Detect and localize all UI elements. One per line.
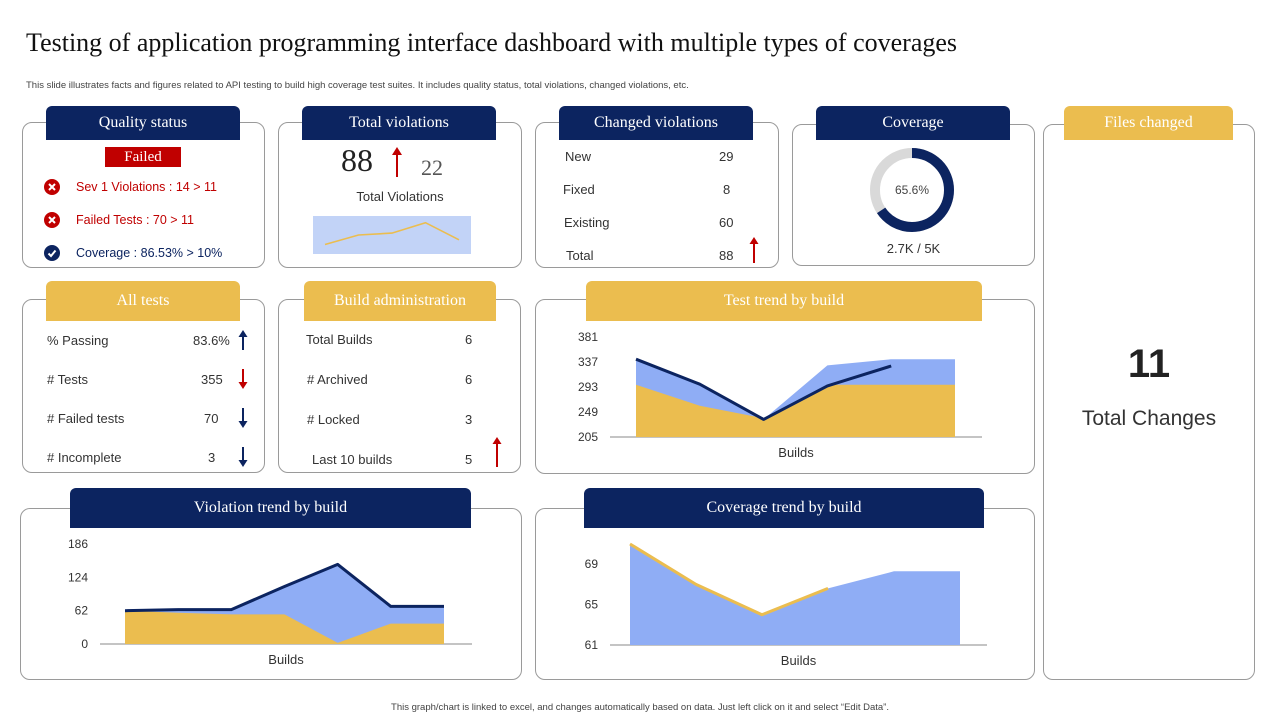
footer-note: This graph/chart is linked to excel, and… [391,702,889,713]
archived-label: # Archived [307,372,368,387]
quality-status-title: Quality status [46,106,240,140]
changed-new-value: 29 [719,149,734,164]
incomplete-label: # Incomplete [47,450,122,465]
coverage-sub: 2.7K / 5K [886,241,941,256]
arrow-down-icon [238,408,248,428]
y-tick-label: 249 [578,405,598,419]
coverage-trend-chart: 61 65 69 Builds [585,542,987,668]
changed-total-label: Total [566,248,594,263]
files-changed-value: 11 [1127,342,1171,386]
area-series [630,544,960,645]
arrow-up-icon [392,147,402,177]
y-tick-label: 65 [585,598,599,612]
sev1-violations-text: Sev 1 Violations : 14 > 11 [76,180,217,194]
test-trend-title: Test trend by build [586,281,982,321]
changed-fixed-value: 8 [723,182,731,197]
coverage-title: Coverage [816,106,1010,140]
y-tick-label: 0 [81,637,88,651]
passing-value: 83.6% [193,333,230,348]
all-tests-card [22,299,265,473]
changed-existing-label: Existing [564,215,610,230]
x-circle-icon [44,212,60,228]
violation-trend-chart: 0 62 124 186 Builds [68,537,472,667]
area-series [125,610,444,644]
last-builds-value: 5 [465,452,473,467]
x-axis-label: Builds [268,652,304,667]
total-violations-label: Total Violations [356,189,444,204]
coverage-percent: 65.6% [894,183,930,197]
x-circle-icon [44,179,60,195]
arrow-up-icon [492,437,502,467]
tests-label: # Tests [47,372,88,387]
failed-tests-label: # Failed tests [47,411,125,426]
archived-value: 6 [465,372,473,387]
files-changed-title: Files changed [1064,106,1233,140]
failed-tests-text: Failed Tests : 70 > 11 [76,213,195,227]
test-trend-chart: 205 249 293 337 381 Builds [578,330,982,460]
changed-new-label: New [565,149,592,164]
all-tests-title: All tests [46,281,240,321]
passing-label: % Passing [47,333,109,348]
page-subtitle: This slide illustrates facts and figures… [26,80,689,91]
files-changed-label: Total Changes [1081,407,1217,430]
area-series [636,384,955,437]
failed-tests-value: 70 [204,411,219,426]
changed-total-value: 88 [719,248,734,263]
x-axis-label: Builds [781,653,817,668]
total-builds-value: 6 [465,332,473,347]
violations-delta: 22 [421,155,443,180]
arrow-up-icon [238,330,248,350]
page-title: Testing of application programming inter… [26,28,958,57]
changed-existing-value: 60 [719,215,734,230]
status-badge: Failed [105,147,181,167]
total-violations-title: Total violations [302,106,496,140]
check-circle-icon [44,245,60,261]
y-tick-label: 69 [585,557,599,571]
y-tick-label: 381 [578,330,598,344]
arrow-up-icon [749,237,759,263]
arrow-down-icon [238,447,248,467]
coverage-status-text: Coverage : 86.53% > 10% [76,246,223,260]
changed-violations-card [535,122,779,268]
changed-fixed-label: Fixed [563,182,595,197]
y-tick-label: 293 [578,380,598,394]
violation-trend-title: Violation trend by build [70,488,471,528]
line-series [629,542,829,617]
violations-sparkline [313,216,471,254]
x-axis-label: Builds [778,445,814,460]
y-tick-label: 337 [578,355,598,369]
build-admin-title: Build administration [304,281,496,321]
tests-value: 355 [201,372,223,387]
coverage-trend-title: Coverage trend by build [584,488,984,528]
quality-status-card [22,122,265,268]
changed-violations-title: Changed violations [559,106,753,140]
y-tick-label: 62 [75,604,89,618]
last-builds-label: Last 10 builds [312,452,393,467]
y-tick-label: 205 [578,430,598,444]
locked-value: 3 [465,412,473,427]
files-changed-card [1043,124,1255,680]
y-tick-label: 186 [68,537,88,551]
y-tick-label: 124 [68,570,88,584]
coverage-card [792,124,1035,266]
total-violations-value: 88 [341,142,373,178]
arrow-down-icon [238,369,248,389]
locked-label: # Locked [307,412,360,427]
incomplete-value: 3 [208,450,216,465]
line-series [124,562,444,613]
line-series [635,357,892,421]
coverage-donut [870,148,954,232]
y-tick-label: 61 [585,638,599,652]
total-builds-label: Total Builds [306,332,373,347]
